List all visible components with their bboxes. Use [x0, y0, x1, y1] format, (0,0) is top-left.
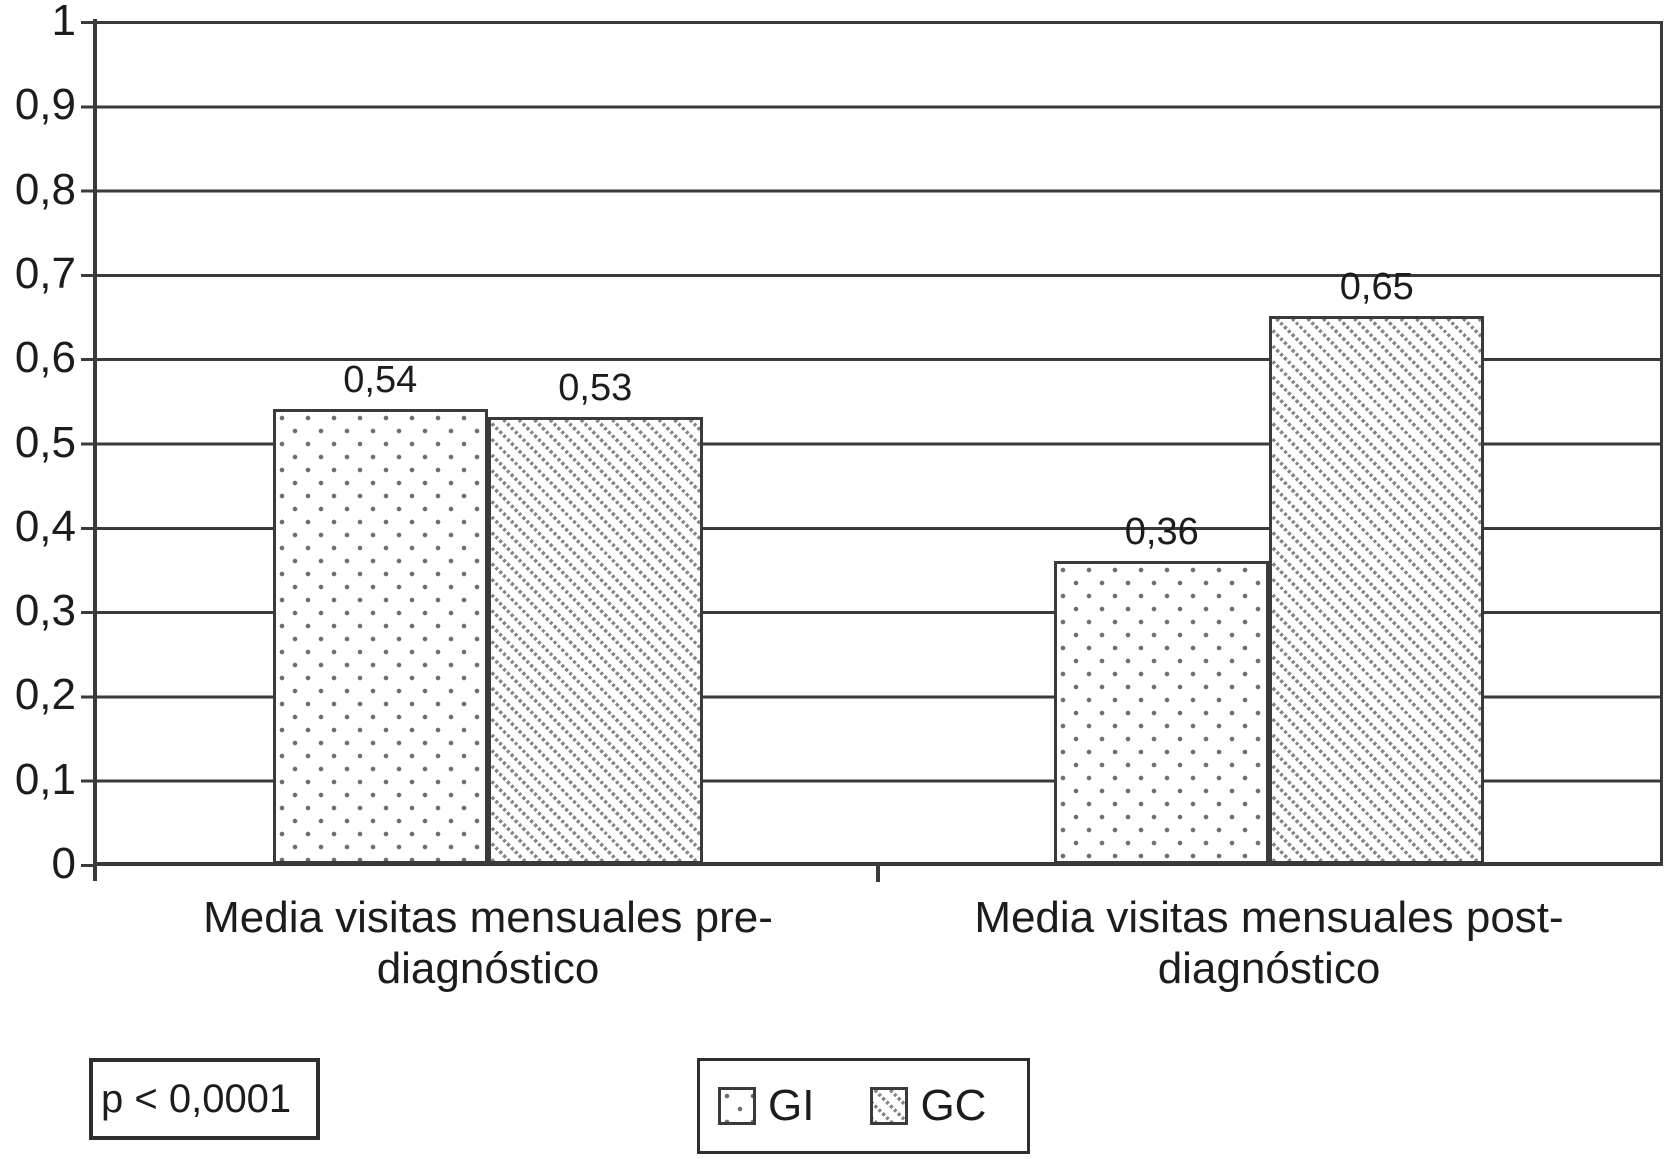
y-tick-label: 1 [51, 0, 76, 45]
y-tick-label: 0,6 [14, 333, 76, 383]
y-tick-label: 0,1 [14, 754, 76, 804]
y-tick-label: 0,3 [14, 586, 76, 636]
bar-gc-group2 [1269, 316, 1485, 864]
bar-value-label: 0,36 [1124, 510, 1199, 553]
y-tick-label: 0,8 [14, 164, 76, 214]
y-tick-label: 0,9 [14, 80, 76, 130]
y-tick-label: 0,2 [14, 670, 76, 720]
category-label-pre-diagnostico: Media visitas mensuales pre- diagnóstico [203, 893, 773, 994]
plot-area: 0,54 0,36 0,53 0,65 [97, 21, 1660, 864]
bar-value-label: 0,53 [558, 367, 633, 410]
legend: GI GC [697, 1058, 1030, 1154]
bar-gc-group1 [487, 417, 703, 864]
bar-gi-group2 [1054, 560, 1270, 864]
y-tick-label: 0,7 [14, 248, 76, 298]
y-axis-line [93, 19, 97, 881]
plot-right-border [1660, 21, 1663, 866]
y-tick-label: 0,5 [14, 417, 76, 467]
x-axis-center-tick [876, 866, 880, 882]
y-tick-label: 0 [51, 839, 76, 888]
y-tick-label: 0,4 [14, 501, 76, 551]
bar-value-label: 0,65 [1339, 266, 1414, 309]
y-axis-labels: 0 0,1 0,2 0,3 0,4 0,5 0,6 0,7 0,8 0,9 1 [0, 0, 76, 886]
bar-gi-group1 [272, 408, 488, 864]
legend-swatch-gc-hatch [870, 1087, 909, 1125]
p-value-box: p < 0,0001 [89, 1058, 320, 1140]
legend-label-gc: GC [920, 1081, 987, 1130]
x-axis-line [93, 862, 1663, 866]
category-label-post-diagnostico: Media visitas mensuales post- diagnóstic… [974, 893, 1564, 994]
legend-label-gi: GI [768, 1081, 815, 1130]
y-axis-tick-marks [81, 21, 94, 868]
legend-swatch-gi-dots [718, 1087, 756, 1125]
bar-value-label: 0,54 [343, 358, 418, 401]
p-value-text: p < 0,0001 [101, 1076, 292, 1121]
